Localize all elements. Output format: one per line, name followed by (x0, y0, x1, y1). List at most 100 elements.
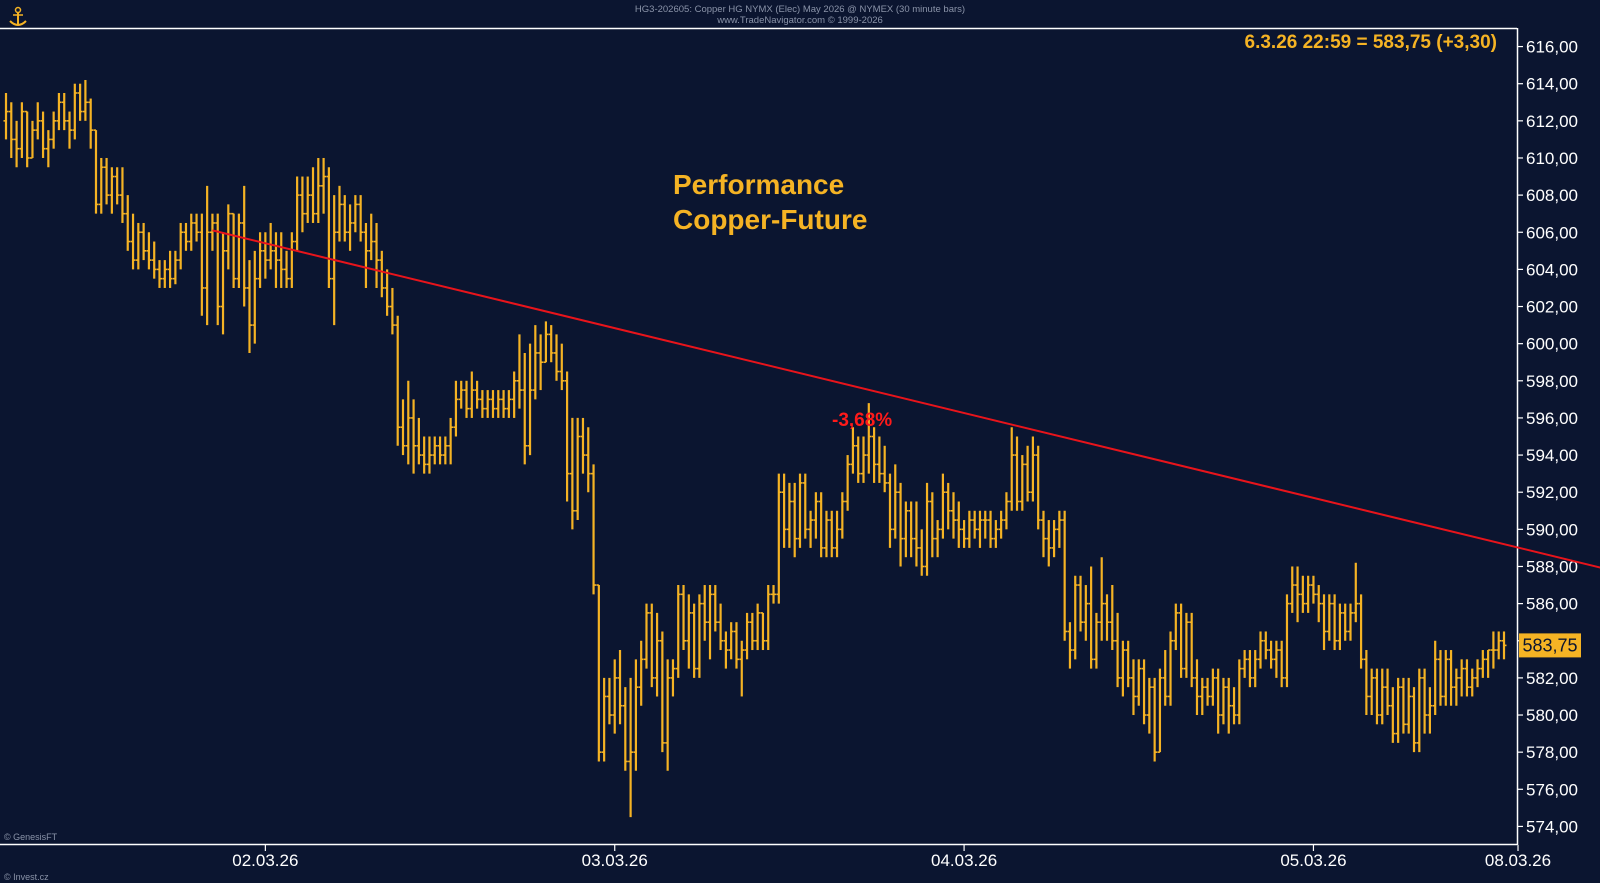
ohlc-bar (437, 436, 443, 465)
ohlc-bar (596, 584, 602, 762)
ohlc-bar (929, 492, 935, 558)
x-axis: 02.03.2603.03.2604.03.2605.03.2606.03.26… (232, 845, 1551, 870)
ohlc-bar (606, 677, 612, 725)
chart-title-line2: Copper-Future (673, 204, 867, 235)
y-tick-label: 576,00 (1526, 780, 1578, 799)
y-tick-label: 598,00 (1526, 372, 1578, 391)
ohlc-bar (98, 157, 104, 214)
ohlc-bar (1242, 650, 1248, 678)
ohlc-bar (633, 659, 639, 771)
ohlc-bar (405, 380, 411, 465)
last-price-marker: 583,75 (1519, 633, 1581, 658)
logo-anchor-icon (9, 6, 27, 26)
y-tick-label: 586,00 (1526, 595, 1578, 614)
ohlc-bar (342, 195, 348, 242)
ohlc-bar (374, 222, 380, 288)
ohlc-bar (675, 585, 681, 678)
ohlc-bar (1337, 603, 1343, 651)
ohlc-bar (686, 594, 692, 669)
ohlc-bar (61, 92, 67, 131)
ohlc-bar (1104, 594, 1110, 641)
ohlc-bar (707, 585, 713, 660)
ohlc-bar (1109, 585, 1115, 651)
ohlc-bar (167, 250, 173, 288)
ohlc-bar (72, 83, 78, 140)
ohlc-bar (1310, 575, 1316, 604)
ohlc-bar (130, 213, 136, 270)
ohlc-bar (278, 232, 284, 288)
y-tick-label: 596,00 (1526, 409, 1578, 428)
x-tick-label: 08.03.26 (1485, 851, 1551, 870)
x-tick-label: 03.03.26 (582, 851, 648, 870)
y-tick-label: 590,00 (1526, 520, 1578, 539)
y-tick-label: 588,00 (1526, 557, 1578, 576)
ohlc-bar (691, 603, 697, 678)
ohlc-bar (1215, 668, 1221, 734)
y-tick-label: 608,00 (1526, 186, 1578, 205)
ohlc-bar (1263, 631, 1269, 660)
ohlc-bar (485, 390, 491, 418)
ohlc-bar (262, 232, 268, 279)
ohlc-bar (1231, 687, 1237, 725)
ohlc-bar (45, 130, 51, 168)
last-price-label: 583,75 (1522, 635, 1577, 655)
ohlc-bar (93, 129, 99, 214)
ohlc-bar (755, 603, 761, 651)
ohlc-bar (352, 195, 358, 233)
ohlc-bar (1088, 566, 1094, 669)
ohlc-bar (548, 325, 554, 363)
ohlc-bar (829, 510, 835, 558)
ohlc-bar (1183, 612, 1189, 678)
ohlc-bar (776, 473, 782, 604)
ohlc-bar (24, 110, 30, 168)
ohlc-bar (426, 436, 432, 474)
ohlc-bar (1189, 612, 1195, 688)
ohlc-bar (1369, 668, 1375, 716)
ohlc-bar (141, 222, 147, 261)
ohlc-bar (940, 473, 946, 539)
x-tick-label: 04.03.26 (931, 851, 997, 870)
ohlc-bar (135, 222, 141, 270)
ohlc-bar (702, 585, 708, 641)
ohlc-bar (448, 417, 454, 465)
ohlc-bar (151, 241, 157, 279)
ohlc-bar (82, 79, 88, 121)
ohlc-bar (1480, 650, 1486, 678)
ohlc-bar (310, 167, 316, 223)
ohlc-bar (638, 640, 644, 706)
ohlc-bar (765, 585, 771, 651)
ohlc-bar (1443, 650, 1449, 706)
ohlc-bar (802, 473, 808, 539)
ohlc-bar (628, 677, 634, 818)
ohlc-bar (961, 520, 967, 548)
ohlc-bar (1168, 631, 1174, 706)
ohlc-bar (246, 260, 252, 353)
ohlc-bar (474, 380, 480, 409)
ohlc-bar (1157, 668, 1163, 753)
ohlc-bar (1453, 668, 1459, 706)
ohlc-bar (749, 612, 755, 651)
ohlc-bar (236, 213, 242, 288)
ohlc-bar (892, 464, 898, 539)
ohlc-bar (14, 120, 20, 168)
ohlc-bar (1358, 594, 1364, 669)
ohlc-bar (1115, 612, 1121, 688)
ohlc-bar (945, 482, 951, 530)
ohlc-bar (1030, 436, 1036, 502)
ohlc-bar (522, 352, 528, 465)
ohlc-bar (1003, 492, 1009, 530)
ohlc-bar (516, 334, 522, 409)
ohlc-bar (913, 501, 919, 567)
ohlc-bar (442, 436, 448, 465)
ohlc-bar (1040, 510, 1046, 558)
ohlc-bar (1051, 520, 1057, 558)
ohlc-bar (601, 677, 607, 762)
ohlc-bar (289, 232, 295, 288)
ohlc-bar (384, 269, 390, 316)
ohlc-bar (1268, 640, 1274, 669)
ohlc-bar (453, 380, 459, 437)
ohlc-bar (696, 594, 702, 678)
ohlc-bar (490, 390, 496, 418)
ohlc-bar (458, 380, 464, 409)
